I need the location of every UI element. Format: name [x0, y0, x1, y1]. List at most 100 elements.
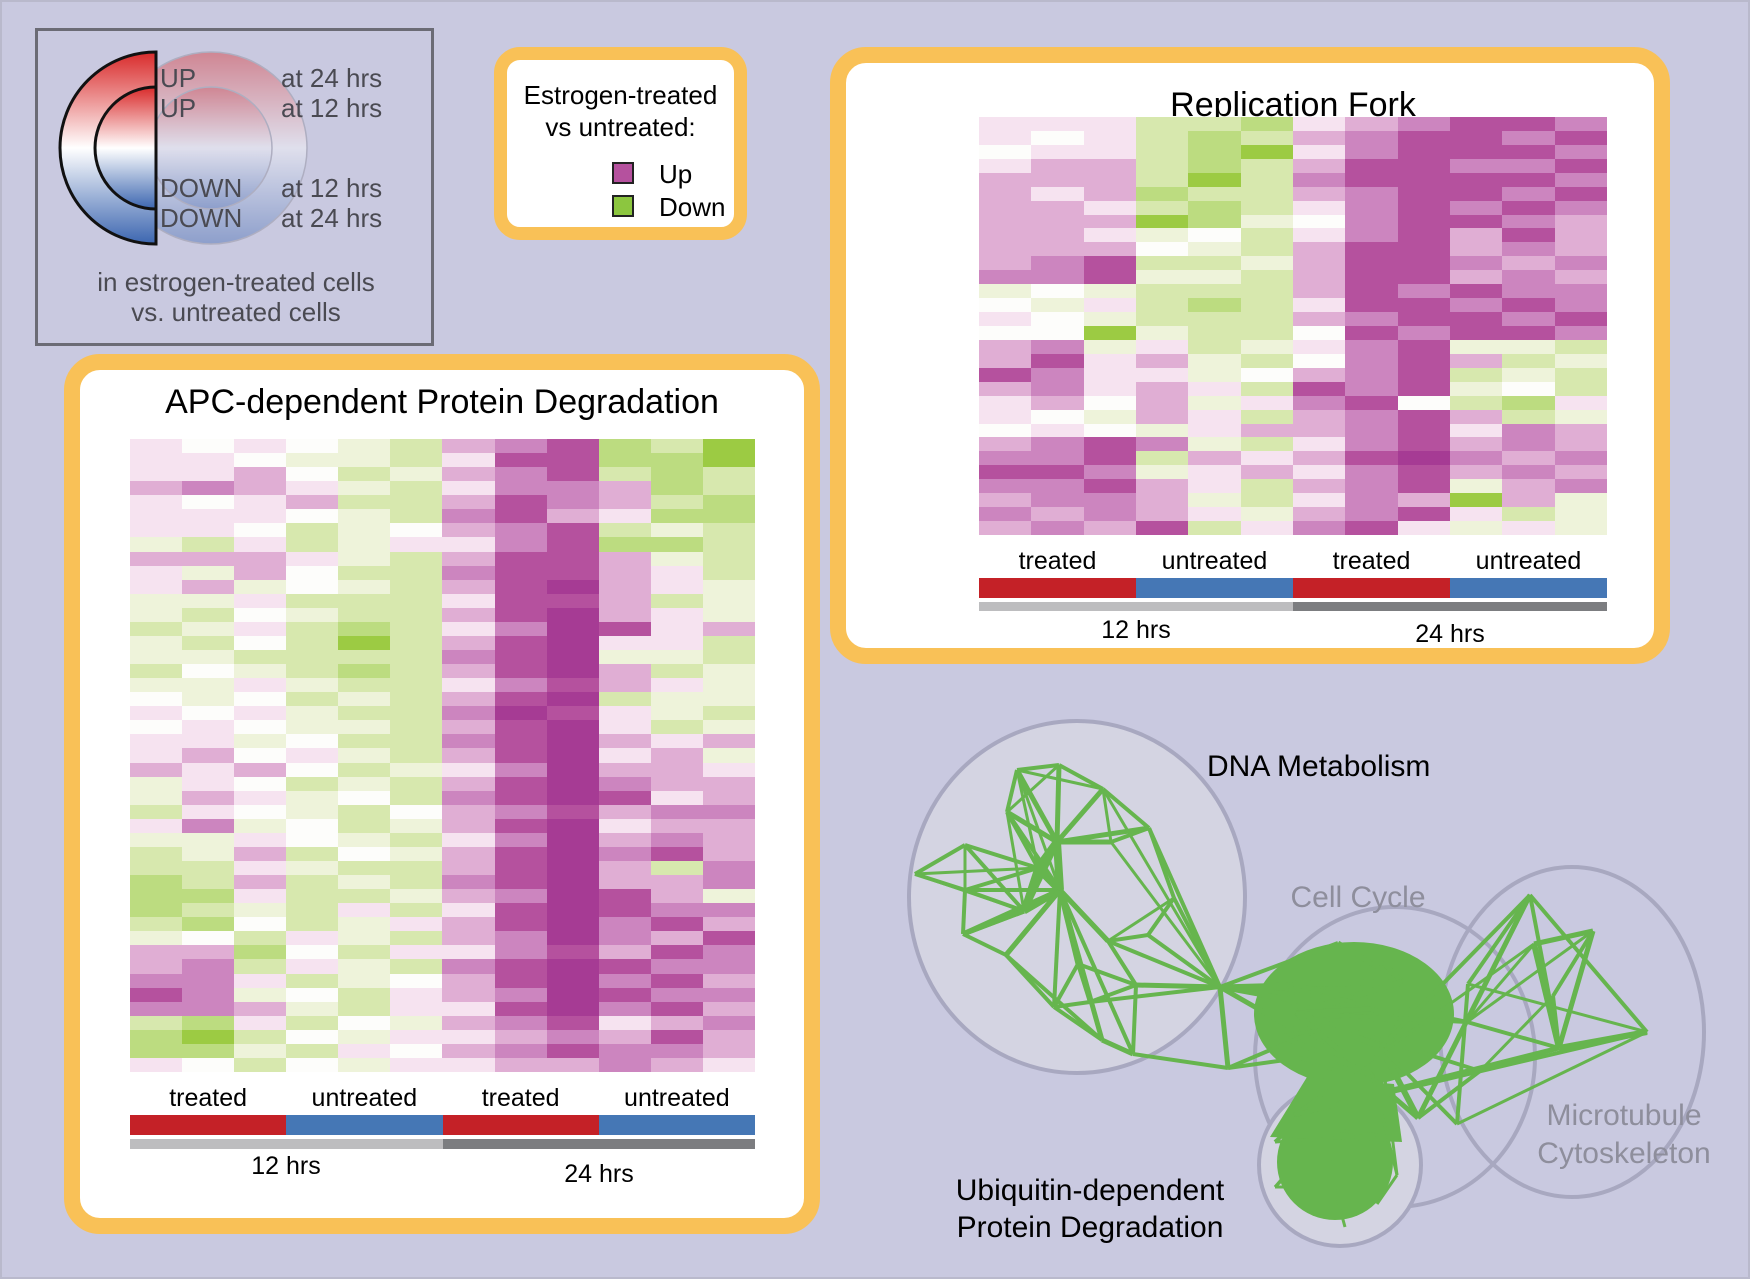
heatmap-cell — [1397, 479, 1450, 494]
heatmap-cell — [598, 748, 651, 763]
heatmap-cell — [979, 326, 1032, 340]
heatmap-cell — [442, 1043, 495, 1058]
heatmap-cell — [1083, 130, 1136, 145]
heatmap-cell — [979, 381, 1032, 396]
heatmap-cell — [1188, 214, 1241, 229]
heatmap-cell — [338, 509, 391, 524]
heatmap-cell — [130, 692, 183, 707]
heatmap-cell — [442, 987, 495, 1002]
legend-footer-line2: vs. untreated cells — [131, 297, 341, 327]
heatmap-cell — [1502, 451, 1555, 466]
heatmap-cell — [390, 889, 443, 904]
heatmap-cell — [546, 776, 599, 791]
heatmap-cell — [702, 635, 755, 650]
heatmap-cell — [1031, 256, 1084, 271]
heatmap-cell — [494, 1001, 547, 1016]
network-edge — [962, 932, 1007, 957]
heatmap-cell — [1083, 270, 1136, 285]
network-edge — [1101, 787, 1151, 830]
heatmap-cell — [1345, 158, 1398, 173]
heatmap-cell — [546, 495, 599, 510]
heatmap-cell — [1240, 451, 1293, 466]
heatmap-cell — [286, 1043, 339, 1058]
rf-time-bar — [979, 602, 1607, 611]
heatmap-cell — [286, 973, 339, 988]
heatmap-cell — [442, 523, 495, 538]
heatmap-cell — [182, 439, 235, 454]
heatmap-cell — [1083, 353, 1136, 368]
heatmap-cell — [494, 692, 547, 707]
heatmap-cell — [390, 467, 443, 482]
heatmap-cell — [1135, 284, 1189, 299]
network-edge — [1052, 889, 1062, 1008]
heatmap-cell — [182, 664, 235, 679]
heatmap-cell — [1292, 409, 1346, 424]
heatmap-cell — [598, 889, 651, 904]
heatmap-cell — [1083, 186, 1136, 201]
heatmap-cell — [338, 818, 391, 833]
heatmap-cell — [234, 621, 287, 636]
heatmap-cell — [182, 509, 235, 524]
heatmap-cell — [598, 495, 651, 510]
heatmap-cell — [494, 523, 547, 538]
heatmap-cell — [650, 846, 703, 861]
heatmap-cell — [546, 959, 599, 974]
heatmap-cell — [1345, 367, 1398, 382]
heatmap-cell — [182, 818, 235, 833]
heatmap-cell — [130, 973, 183, 988]
network-edge — [1056, 825, 1150, 845]
network-edge — [1053, 841, 1064, 891]
network-edge — [1378, 1045, 1421, 1120]
heatmap-cell — [286, 776, 339, 791]
heatmap-cell — [546, 734, 599, 749]
heatmap-cell — [338, 832, 391, 847]
heatmap-cell — [390, 734, 443, 749]
heatmap-cell — [390, 481, 443, 496]
heatmap-cell — [338, 860, 391, 876]
heatmap-cell — [1397, 312, 1450, 326]
heatmap-cell — [650, 889, 703, 904]
network-edge — [1379, 893, 1532, 1049]
heatmap-cell — [130, 1043, 183, 1058]
heatmap-cell — [1135, 326, 1189, 340]
heatmap-cell — [338, 565, 391, 580]
heatmap-cell — [1449, 298, 1503, 313]
heatmap-cell — [234, 579, 287, 594]
heatmap-cell — [1345, 353, 1398, 368]
heatmap-cell — [286, 692, 339, 707]
heatmap-cell — [598, 1043, 651, 1058]
heatmap-cell — [1502, 381, 1555, 396]
heatmap-cell — [1083, 117, 1136, 131]
panel-apc-title: APC-dependent Protein Degradation — [165, 383, 719, 421]
heatmap-cell — [182, 875, 235, 890]
heatmap-cell — [182, 649, 235, 665]
heatmap-cell — [338, 495, 391, 510]
heatmap-cell — [1449, 451, 1503, 466]
heatmap-cell — [650, 1029, 703, 1044]
heatmap-cell — [1135, 507, 1189, 522]
heatmap-cell — [1188, 326, 1241, 340]
heatmap-cell — [1397, 200, 1450, 215]
heatmap-cell — [494, 706, 547, 721]
heatmap-cell — [1083, 479, 1136, 494]
heatmap-cell — [130, 804, 183, 819]
heatmap-cell — [234, 593, 287, 608]
heatmap-cell — [234, 762, 287, 777]
heatmap-cell — [1449, 228, 1503, 243]
heatmap-cell — [1449, 130, 1503, 145]
heatmap-cell — [1554, 423, 1607, 438]
heatmap-cell — [598, 1057, 651, 1072]
heatmap-cell — [1397, 451, 1450, 466]
rf-treatment-bar — [979, 578, 1607, 598]
network-edge — [1456, 1030, 1648, 1126]
heatmap-cell — [234, 509, 287, 524]
heatmap-cell — [338, 537, 391, 552]
heatmap-cell — [130, 635, 183, 650]
heatmap-cell — [1083, 409, 1136, 424]
heatmap-cell — [1554, 158, 1607, 173]
network-edge — [1014, 768, 1060, 844]
heatmap-cell — [1502, 437, 1555, 452]
network-edge — [1016, 763, 1060, 772]
heatmap-cell — [1188, 507, 1241, 522]
heatmap-cell — [1031, 144, 1084, 159]
